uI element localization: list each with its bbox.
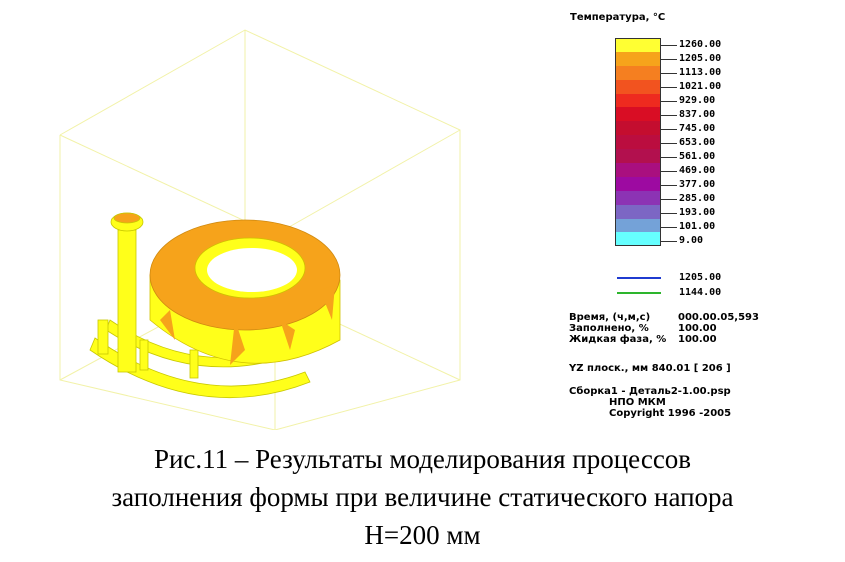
- color-swatch: [615, 93, 661, 108]
- color-swatch: [615, 218, 661, 233]
- color-swatch: [615, 163, 661, 177]
- isoline-value: 1144.00: [679, 287, 722, 298]
- color-swatch: [615, 176, 661, 191]
- color-swatch: [615, 38, 661, 52]
- color-swatch: [615, 149, 661, 164]
- scale-tick: [661, 213, 677, 214]
- time-label: Время, (ч,м,с): [569, 312, 651, 323]
- scale-tick-label: 929.00: [679, 95, 716, 106]
- legend-title: Температура, °C: [570, 12, 666, 23]
- scale-tick-label: 1205.00: [679, 53, 722, 64]
- color-swatch: [615, 79, 661, 94]
- caption-line-2: заполнения формы при величине статическо…: [111, 482, 734, 512]
- filled-label: Заполнено, %: [569, 323, 649, 334]
- scale-tick: [661, 59, 677, 60]
- ring-casting: [149, 219, 341, 365]
- isoline-value: 1205.00: [679, 272, 722, 283]
- color-swatch: [615, 65, 661, 80]
- scale-tick: [661, 157, 677, 158]
- copyright: Copyright 1996 -2005: [609, 408, 732, 419]
- scale-tick-label: 1021.00: [679, 81, 722, 92]
- color-swatch: [615, 51, 661, 66]
- filled-value: 100.00: [678, 323, 717, 334]
- color-swatch: [615, 232, 661, 247]
- time-value: 000.00.05,593: [678, 312, 759, 323]
- scale-tick-label: 745.00: [679, 123, 716, 134]
- liquid-value: 100.00: [678, 334, 717, 345]
- scale-tick: [661, 241, 677, 242]
- caption-line-1: Рис.11 – Результаты моделирования процес…: [153, 444, 692, 474]
- isoline-swatch: [617, 292, 661, 294]
- scale-tick-label: 193.00: [679, 207, 716, 218]
- scale-tick: [661, 115, 677, 116]
- scale-tick: [661, 73, 677, 74]
- file-name: Сборка1 - Деталь2-1.00.psp: [569, 386, 731, 397]
- info-filled: Заполнено, % 100.00: [569, 323, 717, 334]
- color-swatch: [615, 121, 661, 136]
- color-scale: [615, 38, 661, 247]
- plane-info: YZ плоск., мм 840.01 [ 206 ]: [569, 363, 731, 374]
- casting-3d-view: [59, 29, 461, 430]
- info-time: Время, (ч,м,с) 000.00.05,593: [569, 312, 759, 323]
- caption-line-3: H=200 мм: [364, 520, 481, 550]
- organization: НПО МКМ: [609, 397, 666, 408]
- figure-caption: Рис.11 – Результаты моделирования процес…: [0, 440, 845, 554]
- scale-tick: [661, 199, 677, 200]
- scale-tick-label: 9.00: [679, 235, 704, 246]
- scale-tick: [661, 227, 677, 228]
- scale-tick-label: 377.00: [679, 179, 716, 190]
- isoline-swatch: [617, 277, 661, 279]
- scale-tick-label: 837.00: [679, 109, 716, 120]
- sprue: [110, 212, 144, 373]
- simulation-view: Температура, °C 1260.00 1205.00 1113.00 …: [59, 12, 759, 430]
- scale-tick: [661, 143, 677, 144]
- scale-tick-label: 561.00: [679, 151, 716, 162]
- scale-tick: [661, 185, 677, 186]
- scale-tick-label: 653.00: [679, 137, 716, 148]
- info-liquid: Жидкая фаза, % 100.00: [569, 334, 717, 345]
- color-swatch: [615, 204, 661, 219]
- scale-tick-label: 101.00: [679, 221, 716, 232]
- color-swatch: [615, 107, 661, 122]
- scale-tick: [661, 87, 677, 88]
- scale-tick: [661, 171, 677, 172]
- scale-tick: [661, 101, 677, 102]
- color-swatch: [615, 135, 661, 150]
- scale-tick-label: 285.00: [679, 193, 716, 204]
- scale-tick-label: 1260.00: [679, 39, 722, 50]
- scale-tick: [661, 129, 677, 130]
- liquid-label: Жидкая фаза, %: [569, 334, 667, 345]
- scale-tick: [661, 45, 677, 46]
- scale-tick-label: 469.00: [679, 165, 716, 176]
- color-swatch: [615, 190, 661, 205]
- scale-tick-label: 1113.00: [679, 67, 722, 78]
